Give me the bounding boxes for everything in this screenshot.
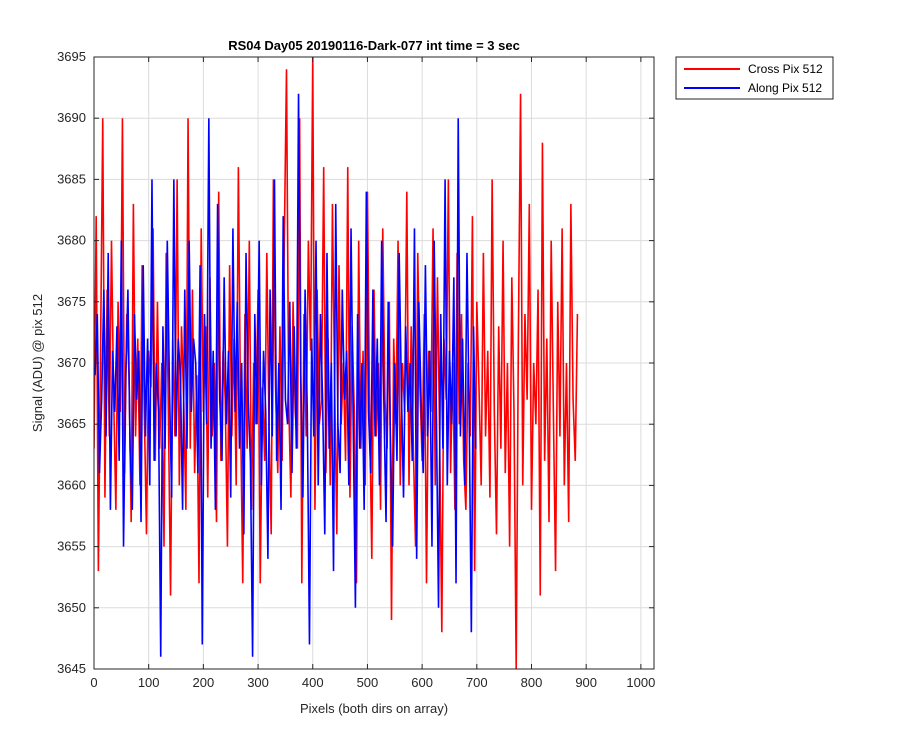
legend-label-cross-pix-512: Cross Pix 512 xyxy=(748,62,823,76)
legend-label-along-pix-512: Along Pix 512 xyxy=(748,81,822,95)
y-tick-label: 3695 xyxy=(57,49,86,64)
x-tick-label: 500 xyxy=(357,675,379,690)
series-line-cross-pix-512 xyxy=(94,57,579,669)
y-tick-label: 3650 xyxy=(57,600,86,615)
x-tick-label: 100 xyxy=(138,675,160,690)
x-tick-label: 700 xyxy=(466,675,488,690)
y-tick-label: 3665 xyxy=(57,416,86,431)
x-tick-label: 300 xyxy=(247,675,269,690)
y-tick-label: 3655 xyxy=(57,539,86,554)
y-tick-label: 3685 xyxy=(57,171,86,186)
y-tick-label: 3660 xyxy=(57,477,86,492)
x-axis-title: Pixels (both dirs on array) xyxy=(300,701,448,716)
legend-box xyxy=(675,56,834,100)
y-tick-label: 3675 xyxy=(57,294,86,309)
y-tick-label: 3670 xyxy=(57,355,86,370)
legend: Cross Pix 512 Along Pix 512 xyxy=(675,56,834,100)
y-tick-label: 3645 xyxy=(57,661,86,676)
x-tick-label: 600 xyxy=(411,675,433,690)
series-line-along-pix-512 xyxy=(94,93,477,657)
x-tick-label: 800 xyxy=(521,675,543,690)
y-axis-title: Signal (ADU) @ pix 512 xyxy=(30,294,45,432)
x-tick-label: 200 xyxy=(193,675,215,690)
x-tick-label: 1000 xyxy=(626,675,655,690)
y-tick-label: 3680 xyxy=(57,233,86,248)
chart-title: RS04 Day05 20190116-Dark-077 int time = … xyxy=(228,38,520,53)
y-tick-label: 3690 xyxy=(57,110,86,125)
x-tick-label: 900 xyxy=(575,675,597,690)
tick-layer: 0 100 200 300 400 500 600 700 800 900 1000 3645 3650… xyxy=(57,49,655,690)
x-tick-label: 400 xyxy=(302,675,324,690)
series-layer xyxy=(94,57,579,669)
x-tick-label: 0 xyxy=(90,675,97,690)
